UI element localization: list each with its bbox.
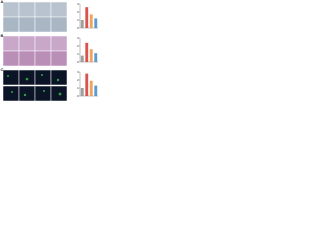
y-tick-label: 2 [77, 78, 79, 82]
bar [80, 88, 84, 96]
y-tick-label: 2 [77, 10, 79, 14]
bar [89, 80, 93, 96]
y-tick-label: 0 [77, 94, 79, 98]
bar [85, 7, 89, 28]
y-tick-label: 2 [77, 44, 79, 48]
y-tick-label: 0 [77, 60, 79, 64]
panel-label: B [1, 33, 4, 38]
figure: A B C 0 1 2 3 0 1 2 3 0 1 2 3 [1, 0, 98, 102]
bar [80, 55, 84, 62]
y-tick-label: 1 [77, 86, 79, 90]
panel-label: C [1, 67, 4, 72]
bar [89, 14, 93, 28]
bar [94, 85, 98, 96]
bar [89, 49, 93, 62]
y-tick-label: 1 [77, 52, 79, 56]
y-tick-label: 0 [77, 26, 79, 30]
y-tick-label: 3 [77, 36, 79, 40]
image-panels [2, 1, 68, 102]
bar [94, 18, 98, 28]
y-tick-label: 1 [77, 18, 79, 22]
bar [94, 53, 98, 62]
bar [80, 20, 84, 28]
panel-label: A [1, 0, 4, 4]
bar [85, 73, 89, 96]
y-tick-label: 3 [77, 70, 79, 74]
bar [85, 42, 89, 62]
y-tick-label: 3 [77, 2, 79, 6]
